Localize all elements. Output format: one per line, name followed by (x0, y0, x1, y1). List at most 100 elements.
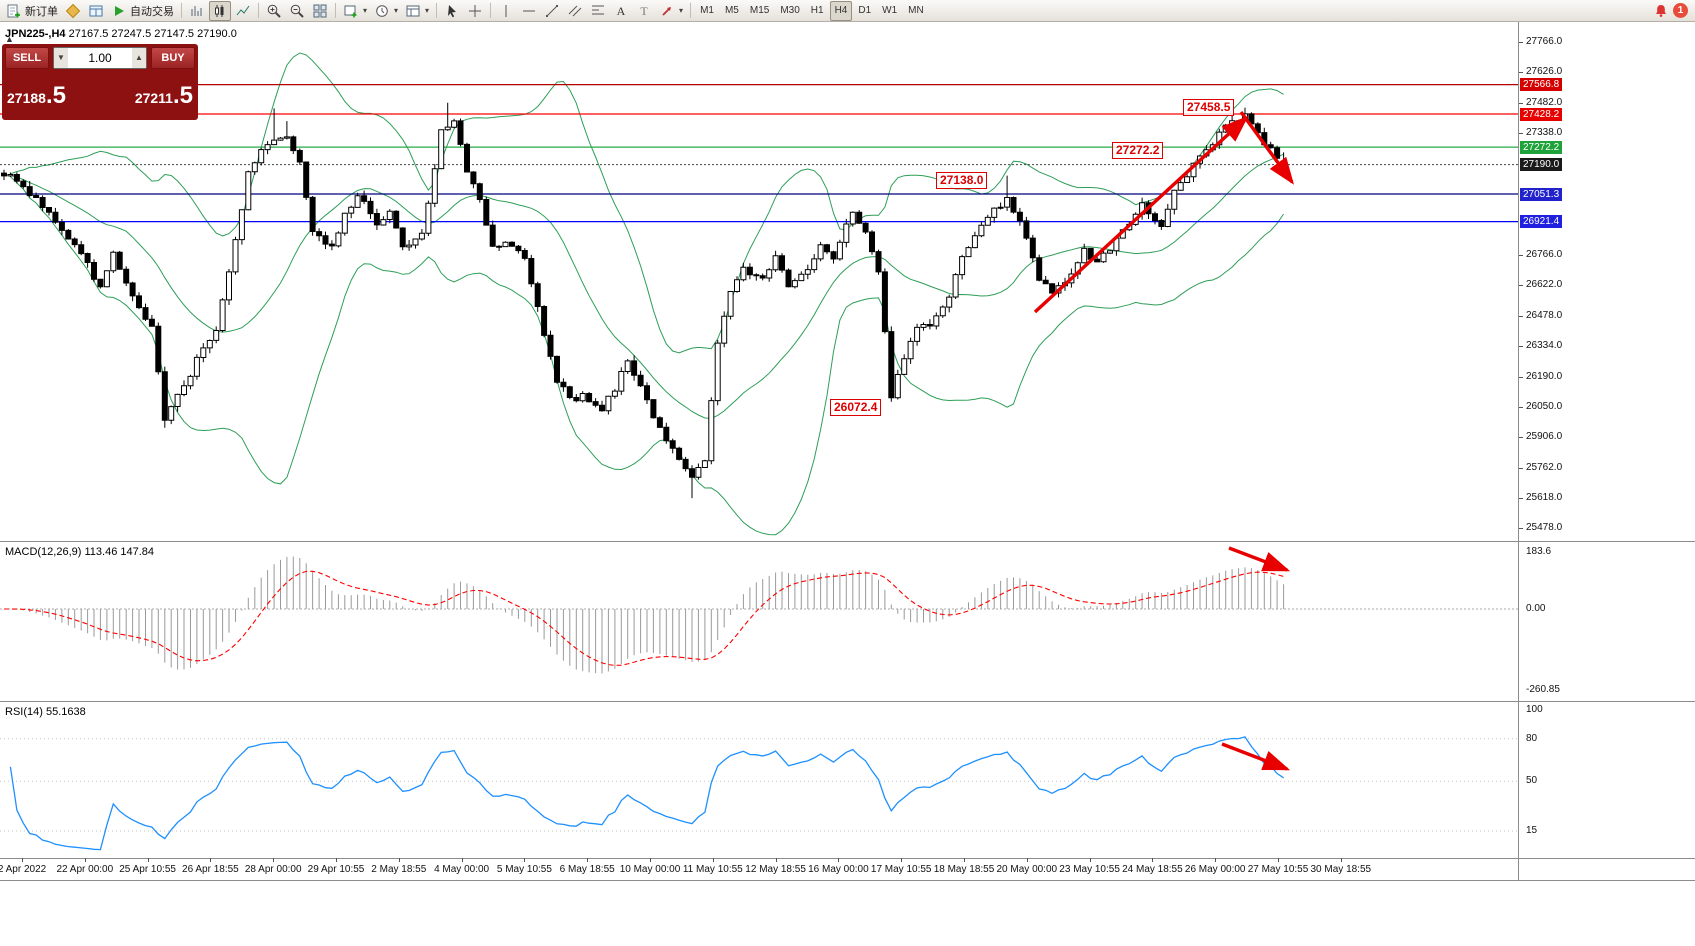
axis-tick (775, 858, 777, 862)
axis-tick (1519, 527, 1523, 529)
volume-decrease-button[interactable]: ▼ (54, 48, 68, 68)
rsi-axis-label: 80 (1526, 732, 1538, 744)
axis-tick (1519, 406, 1523, 408)
new-chart-icon (344, 5, 357, 17)
crosshair-icon (469, 4, 482, 17)
timeframe-m5-button[interactable]: M5 (720, 1, 744, 21)
time-axis-label: 26 May 00:00 (1184, 864, 1246, 875)
cursor-button[interactable] (441, 1, 463, 21)
chart-window[interactable]: 27766.0 27626.0 27482.0 27338.0 26766.0 26622… (0, 22, 1695, 946)
axis-tick (964, 858, 965, 862)
axis-tick (1519, 315, 1523, 317)
bollinger-bands (10, 52, 1285, 536)
time-axis-label: 27 May 10:55 (1247, 864, 1309, 875)
axis-tick (147, 858, 149, 862)
new-chart-button[interactable]: ▾ (340, 1, 370, 21)
price-axis-label: 26050.0 (1526, 400, 1563, 412)
hline-price-label: 27428.2 (1520, 107, 1563, 121)
price-axis-label: 26478.0 (1526, 309, 1563, 321)
zoom-out-button[interactable] (286, 1, 308, 21)
periods-clock-icon (376, 4, 388, 17)
macd-indicator-panel[interactable] (0, 542, 1518, 700)
text-label-button[interactable]: T (633, 1, 655, 21)
rsi-axis-label: 50 (1526, 775, 1538, 787)
timeframe-m30-button[interactable]: M30 (775, 1, 804, 21)
unread-badge[interactable]: 1 (1673, 3, 1688, 18)
zoom-out-icon (290, 4, 304, 18)
timeframe-h1-button[interactable]: H1 (806, 1, 829, 21)
vertical-line-button[interactable] (495, 1, 517, 21)
axis-tick (336, 858, 337, 862)
timeframe-d1-button[interactable]: D1 (853, 1, 876, 21)
volume-increase-button[interactable]: ▲ (132, 48, 146, 68)
axis-tick (1519, 467, 1523, 469)
price-annotation[interactable]: 27138.0 (936, 172, 988, 189)
rsi-label: RSI(14) 55.1638 (5, 706, 86, 718)
hline-price-label: 27272.2 (1520, 140, 1563, 154)
price-axis-label: 25478.0 (1526, 521, 1563, 533)
text-tool-button[interactable]: A (610, 1, 632, 21)
trendline-button[interactable] (541, 1, 563, 21)
market-watch-button[interactable] (62, 1, 84, 21)
bear-candles (1, 113, 1281, 478)
toolbar-separator (181, 3, 182, 18)
buy-button[interactable]: BUY (151, 47, 195, 69)
time-axis-label: 12 May 18:55 (745, 864, 806, 875)
timeframe-mn-button[interactable]: MN (903, 1, 929, 21)
new-order-icon (7, 4, 20, 17)
channel-icon (568, 5, 582, 16)
toolbar-separator (335, 3, 336, 18)
crosshair-button[interactable] (464, 1, 486, 21)
zoom-in-button[interactable] (263, 1, 285, 21)
hline-price-label: 27566.8 (1520, 78, 1563, 92)
horizontal-line-button[interactable] (518, 1, 540, 21)
auto-trading-play-icon (115, 5, 124, 16)
horizontal-line-icon (523, 10, 536, 11)
tile-windows-button[interactable] (309, 1, 331, 21)
periods-button[interactable]: ▾ (371, 1, 401, 21)
price-axis-label: 26190.0 (1526, 370, 1563, 382)
buy-price: 27211.5 (134, 82, 193, 109)
main-price-chart[interactable] (0, 22, 1518, 540)
horizontal-line-objects[interactable] (0, 83, 1518, 223)
hline-price-label: 26921.4 (1520, 215, 1563, 229)
time-axis-label: 5 May 10:55 (496, 864, 552, 875)
data-window-icon (89, 5, 103, 16)
arrows-tool-button[interactable]: ▾ (656, 1, 686, 21)
price-annotation[interactable]: 27458.5 (1183, 99, 1235, 116)
timeframe-m1-button[interactable]: M1 (695, 1, 719, 21)
text-label-icon: T (640, 4, 648, 18)
price-axis-label: 26766.0 (1526, 248, 1563, 260)
axis-tick (273, 858, 275, 862)
data-window-button[interactable] (85, 1, 107, 21)
fibonacci-button[interactable] (587, 1, 609, 21)
new-order-button[interactable]: 新订单 (3, 1, 61, 21)
price-annotation[interactable]: 26072.4 (830, 399, 882, 416)
timeframe-m15-button[interactable]: M15 (745, 1, 774, 21)
notifications-button[interactable] (1650, 1, 1672, 21)
price-axis[interactable]: 27766.0 27626.0 27482.0 27338.0 26766.0 26622… (1518, 22, 1695, 880)
timeframe-h4-button[interactable]: H4 (829, 0, 853, 21)
dropdown-caret-icon: ▾ (425, 6, 430, 15)
price-axis-label: 27626.0 (1526, 66, 1563, 78)
panel-splitter[interactable] (0, 541, 1695, 542)
time-axis-label: 20 May 00:00 (996, 864, 1058, 875)
panel-splitter[interactable] (0, 701, 1695, 702)
auto-trading-button[interactable]: 自动交易 (108, 1, 177, 21)
one-click-collapse-toggle[interactable]: ▲ (5, 34, 14, 44)
svg-text:A: A (617, 4, 626, 18)
templates-button[interactable]: ▾ (402, 1, 432, 21)
price-annotation[interactable]: 27272.2 (1112, 142, 1164, 159)
time-axis-label: 2 Apr 2022 (0, 864, 47, 875)
bar-chart-button[interactable] (186, 1, 208, 21)
sell-button[interactable]: SELL (5, 47, 49, 69)
candlestick-chart-button[interactable] (209, 0, 231, 21)
auto-trading-label: 自动交易 (130, 5, 174, 18)
timeframe-w1-button[interactable]: W1 (877, 1, 902, 21)
rsi-indicator-panel[interactable] (0, 702, 1518, 858)
volume-input[interactable] (68, 48, 132, 68)
channel-button[interactable] (564, 1, 586, 21)
time-axis[interactable]: 2 Apr 2022 22 Apr 00:00 25 Apr 10:55 26 Apr… (0, 858, 1518, 880)
line-chart-button[interactable] (232, 1, 254, 21)
axis-tick (210, 858, 212, 862)
